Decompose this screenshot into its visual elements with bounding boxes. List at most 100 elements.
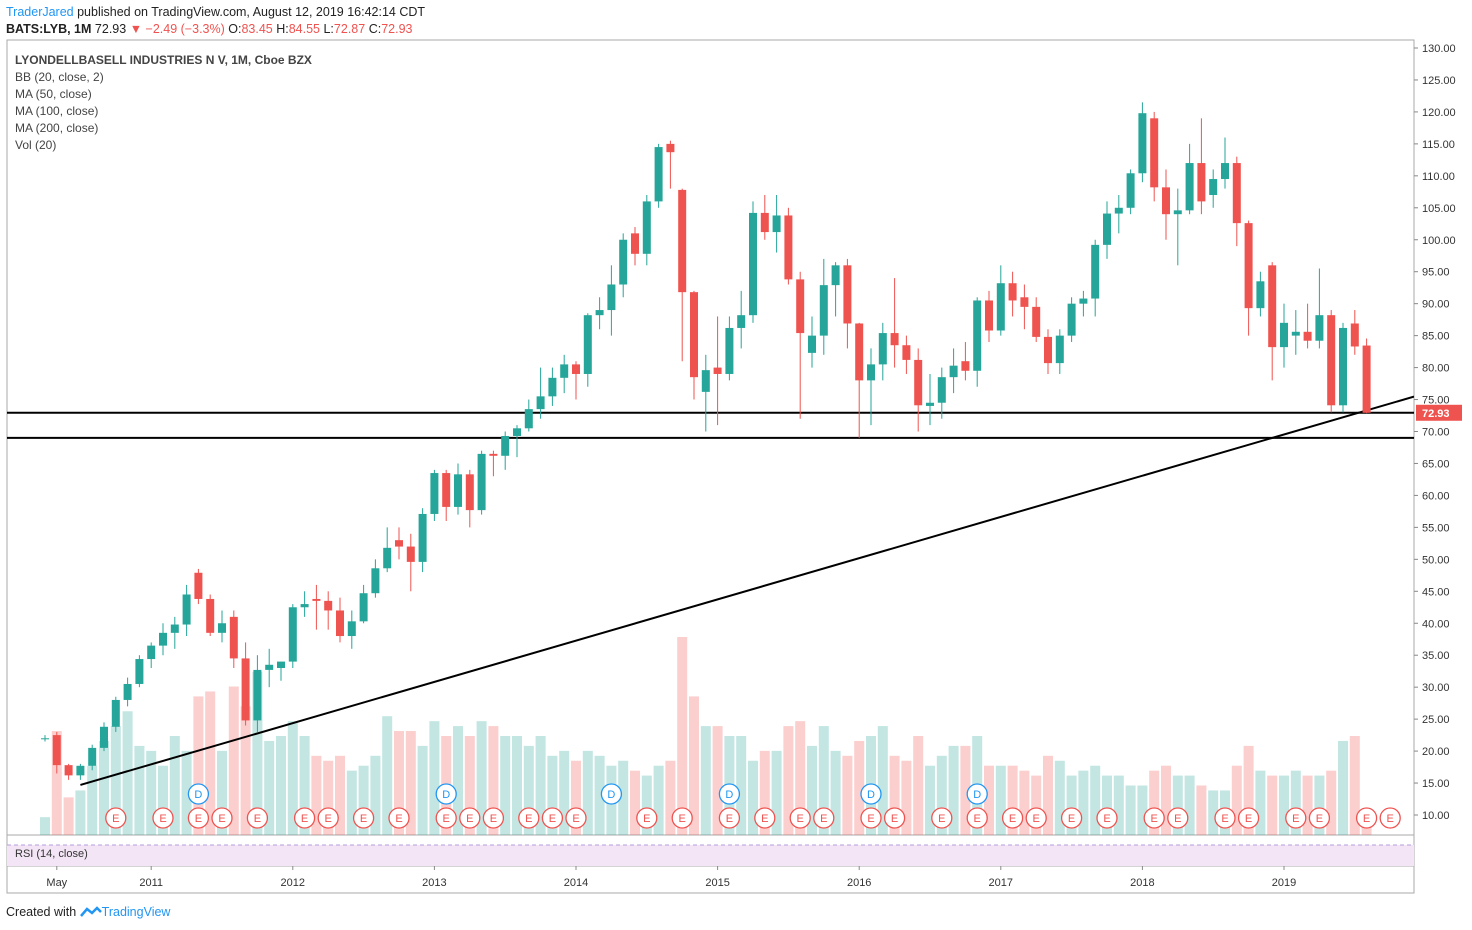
volume-bar: [653, 765, 664, 835]
candle-body: [1126, 173, 1135, 208]
candle-body: [678, 189, 687, 293]
author[interactable]: TraderJared: [6, 5, 74, 19]
candle-body: [1114, 207, 1123, 214]
x-tick-label: 2015: [705, 877, 729, 889]
y-tick-label: 25.00: [1422, 714, 1450, 726]
frame: [6, 39, 1415, 894]
h: 84.55: [288, 22, 320, 36]
y-tick-label: 85.00: [1422, 331, 1450, 343]
candle-body: [288, 607, 297, 662]
candle-body: [513, 428, 521, 436]
earnings-marker: [518, 807, 540, 829]
volume-bar: [488, 726, 499, 835]
o-label: O:: [228, 22, 242, 36]
earnings-marker: [1025, 807, 1047, 829]
volume-bar: [1161, 765, 1171, 835]
earnings-label: E: [360, 813, 367, 825]
plot: E E E E E E E E E E E E E E E E E E E E E E E E E E E E E E E E E E E E ED D D…: [7, 102, 1414, 835]
candle-body: [855, 323, 864, 381]
earnings-marker: [541, 807, 564, 829]
x-tick-label: May: [46, 877, 67, 889]
brand[interactable]: TradingView: [101, 905, 171, 919]
volume-bar: [936, 755, 947, 835]
candle-body: [1044, 336, 1052, 364]
volume-bar: [99, 740, 109, 835]
x-tick-label: 2018: [1130, 877, 1154, 889]
volume-bar: [1019, 770, 1030, 835]
volume-bar: [1196, 785, 1207, 835]
indicator-label: Vol (20): [15, 138, 56, 152]
dividends-marker: [860, 783, 882, 805]
volume-bar: [630, 770, 640, 835]
candle-body: [867, 364, 875, 381]
earnings-marker: [860, 807, 882, 829]
volume-bar: [795, 721, 806, 835]
volume-bar: [134, 745, 145, 835]
candle-body: [642, 201, 651, 254]
volume-bar: [417, 745, 428, 835]
candle-body: [796, 279, 805, 334]
chart-title: LYONDELLBASELL INDUSTRIES N V, 1M, Cboe …: [15, 53, 312, 67]
volume-bar: [169, 736, 180, 835]
volume-bar: [889, 755, 900, 835]
volume-bar: [228, 686, 239, 835]
candle-body: [760, 212, 769, 233]
volume-bar: [1149, 770, 1160, 835]
candle-body: [749, 212, 757, 316]
candle-body: [336, 610, 344, 637]
volume-bar: [995, 765, 1006, 835]
candle-body: [524, 409, 533, 429]
candle-body: [772, 215, 781, 233]
candle-body: [1103, 213, 1111, 245]
earnings-label: E: [325, 813, 332, 825]
candle-body: [1079, 298, 1088, 304]
dividends-label: D: [442, 789, 450, 801]
earnings-marker: [1308, 807, 1331, 829]
candle-body: [395, 540, 403, 547]
volume-bar: [1208, 790, 1219, 835]
y-tick-label: 45.00: [1422, 586, 1450, 598]
y-tick-label: 65.00: [1422, 458, 1450, 470]
candle-body: [465, 474, 474, 511]
y-tick-label: 120.00: [1422, 107, 1456, 119]
earnings-label: E: [159, 813, 166, 825]
earnings-marker: [211, 807, 233, 829]
created: Created with: [6, 905, 77, 919]
volume-bar: [205, 691, 216, 835]
earnings-label: E: [820, 813, 827, 825]
candle-body: [831, 265, 840, 286]
volume-bar: [748, 760, 758, 835]
candle-body: [1362, 345, 1371, 413]
l: 72.87: [333, 22, 366, 36]
indicator-label: BB (20, close, 2): [15, 70, 104, 84]
dividends-marker: [600, 783, 623, 805]
candle-body: [583, 315, 592, 374]
candle-body: [1256, 281, 1265, 309]
earnings-label: E: [1316, 813, 1323, 825]
indicator-label: MA (100, close): [15, 104, 98, 118]
volume-bar: [358, 765, 369, 835]
earnings-marker: [1237, 807, 1260, 829]
earnings-label: E: [1151, 813, 1158, 825]
volume-bar: [1054, 760, 1065, 835]
last: 72.93: [94, 22, 127, 36]
l-label: L:: [323, 22, 334, 36]
volume-bar: [453, 726, 463, 835]
x-tick-label: 2017: [989, 877, 1013, 889]
candle-body: [300, 604, 309, 608]
y-tick-label: 110.00: [1422, 171, 1455, 183]
volume-bar: [252, 671, 263, 835]
volume-bar: [594, 755, 605, 835]
y-tick-label: 115.00: [1422, 139, 1455, 151]
volume-bar: [429, 721, 440, 835]
volume-bar: [1279, 775, 1289, 835]
candle-body: [1303, 331, 1312, 341]
earnings-marker: [317, 807, 339, 829]
candle-body: [206, 598, 215, 633]
volume-bar: [842, 755, 853, 835]
volume-bar: [40, 817, 50, 835]
volume-bar: [689, 696, 699, 835]
symbol: BATS:LYB, 1M: [6, 22, 92, 36]
earnings-marker: [883, 807, 906, 829]
